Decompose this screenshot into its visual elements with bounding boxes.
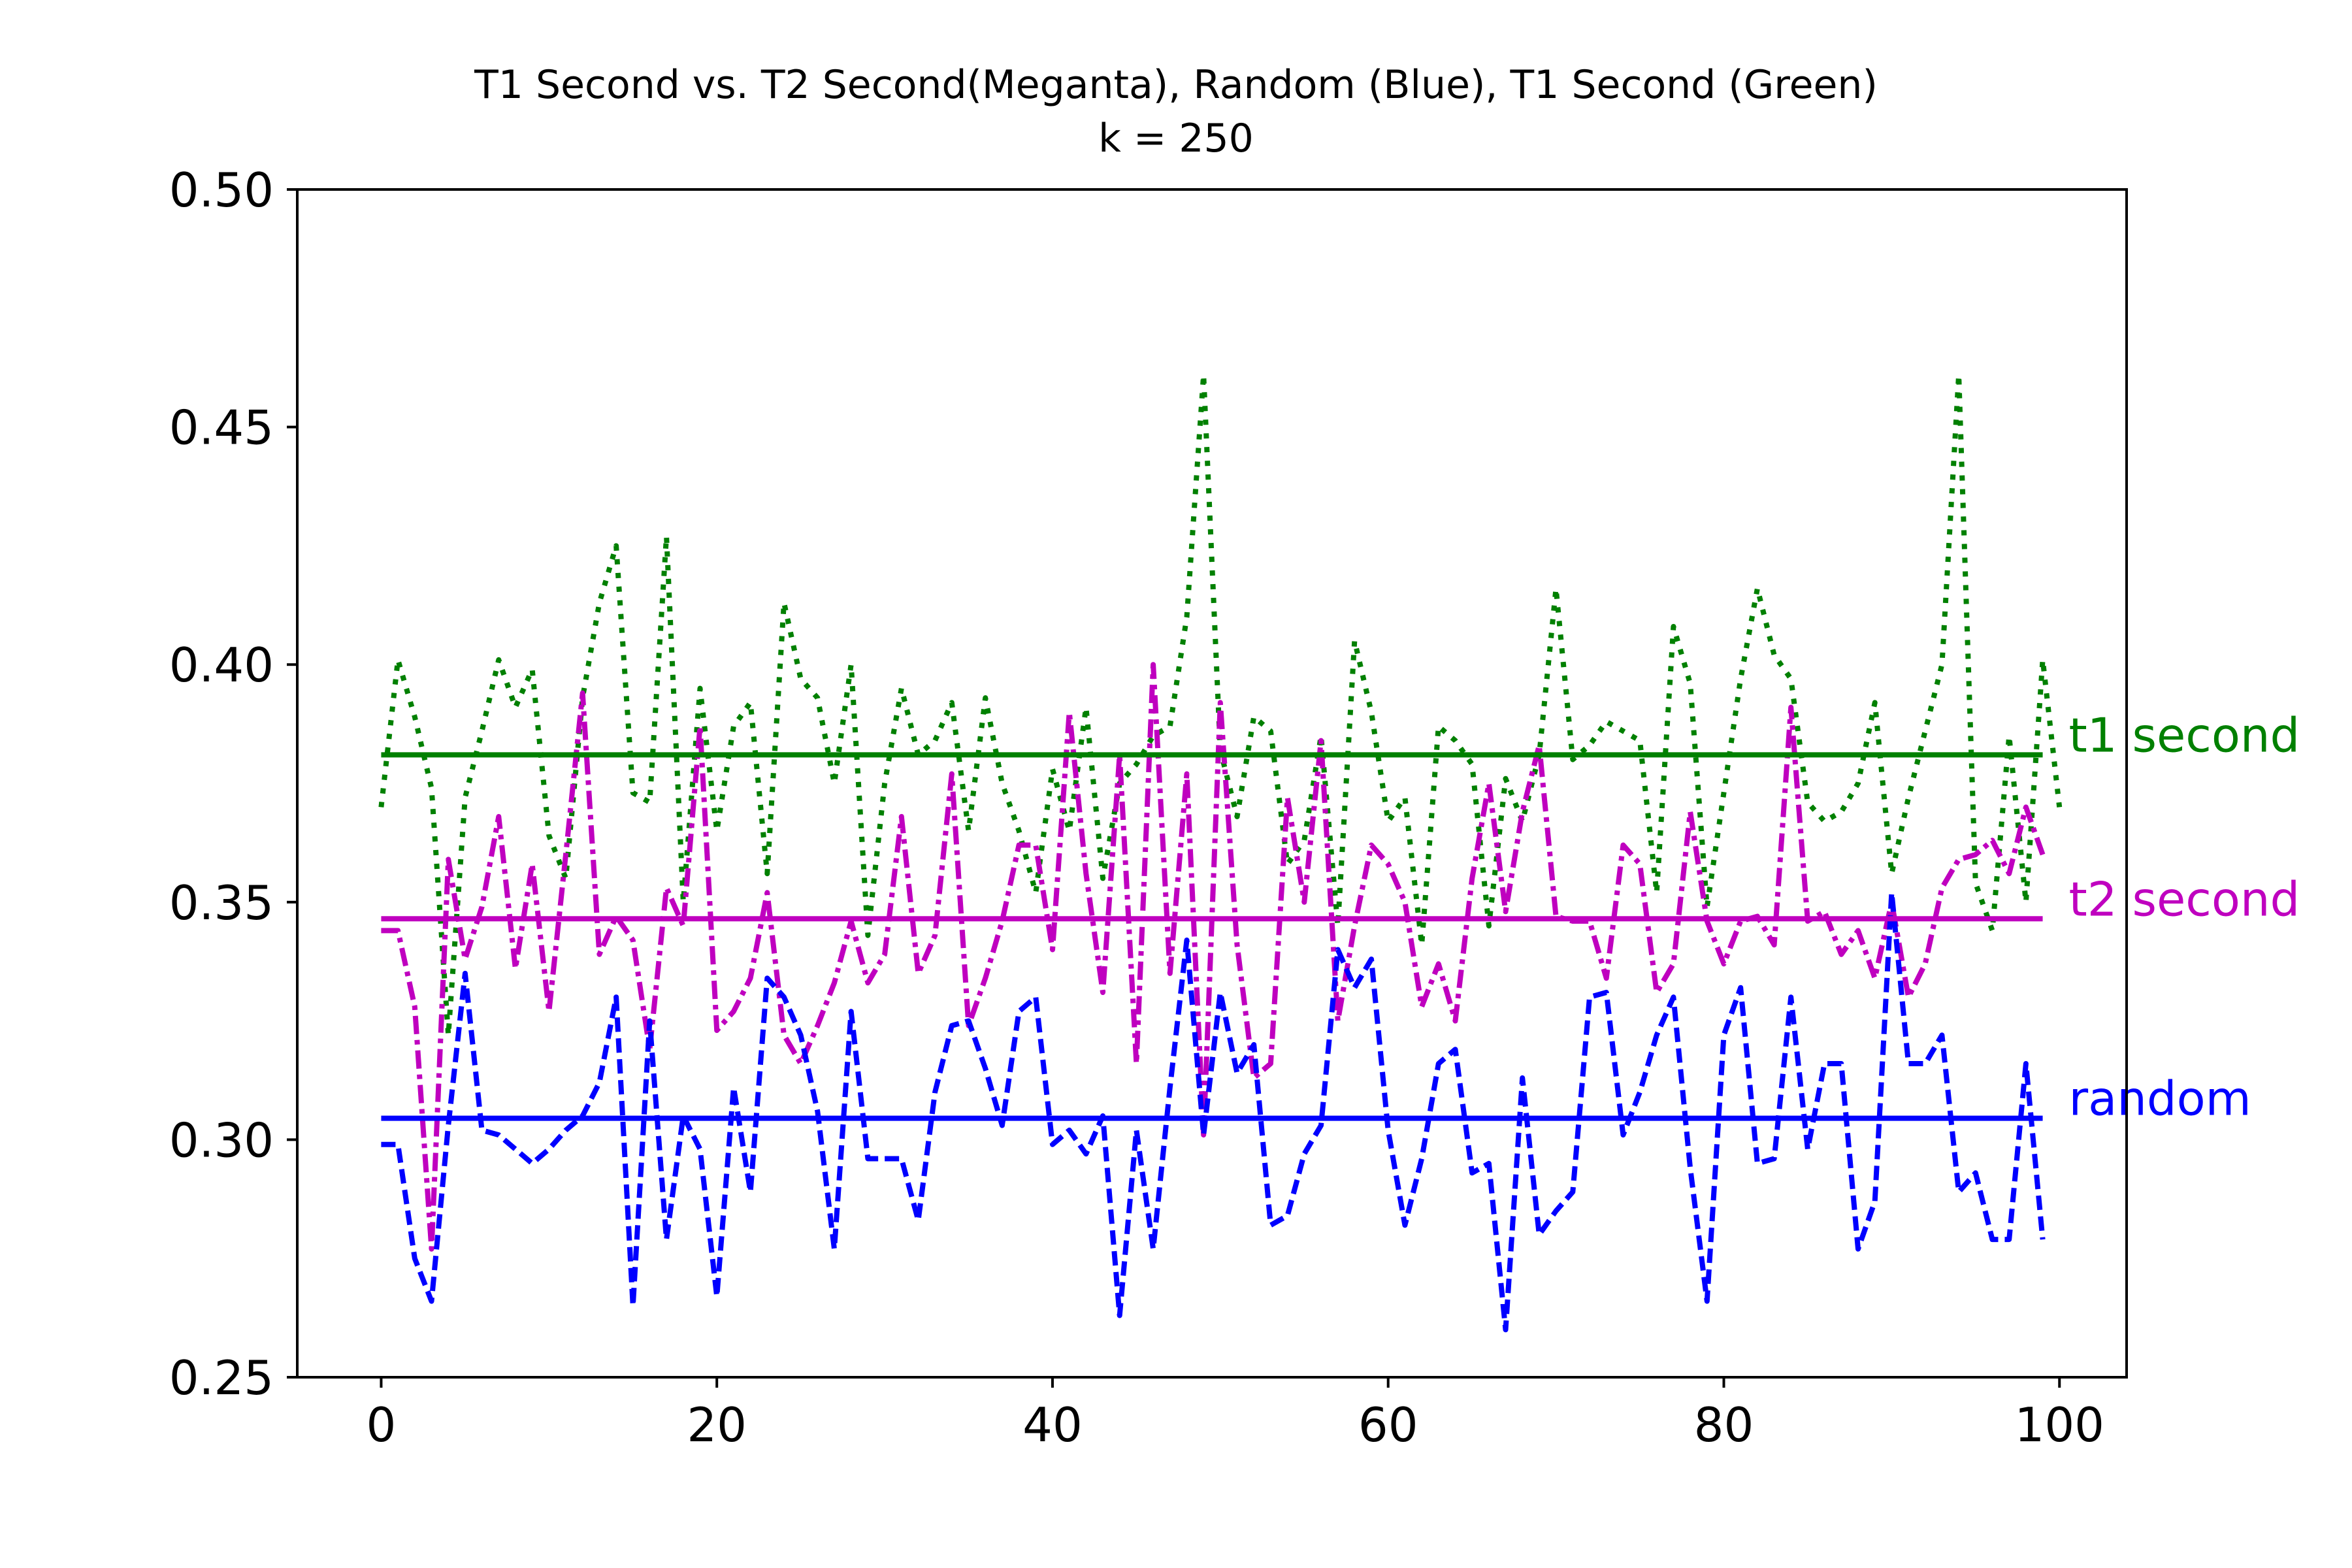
y-tick-label: 0.25 <box>169 1350 274 1405</box>
x-tick-label: 20 <box>687 1397 747 1452</box>
y-axis: 0.25 0.30 0.35 0.40 0.45 0.50 <box>169 163 297 1405</box>
series-line-random <box>381 890 2046 1333</box>
reference-label-t2: t2 second <box>2069 872 2300 926</box>
reference-label-t1: t1 second <box>2069 708 2300 762</box>
chart-title: T1 Second vs. T2 Second(Meganta), Random… <box>474 62 1878 108</box>
x-tick-label: 100 <box>2015 1397 2104 1452</box>
y-tick-label: 0.35 <box>169 875 274 930</box>
x-tick-label: 40 <box>1022 1397 1083 1452</box>
y-tick-label: 0.30 <box>169 1113 274 1168</box>
x-tick-label: 0 <box>367 1397 397 1452</box>
y-tick-label: 0.50 <box>169 163 274 218</box>
x-tick-label: 80 <box>1694 1397 1754 1452</box>
chart-subtitle: k = 250 <box>1098 116 1254 161</box>
plot-frame <box>296 188 2128 1379</box>
y-tick-label: 0.40 <box>169 638 274 693</box>
x-axis: 0 20 40 60 80 100 <box>367 1377 2104 1452</box>
x-tick-label: 60 <box>1358 1397 1418 1452</box>
reference-lines: t1 second t2 second random <box>381 708 2300 1126</box>
y-tick-label: 0.45 <box>169 400 274 455</box>
reference-label-random: random <box>2069 1071 2251 1126</box>
